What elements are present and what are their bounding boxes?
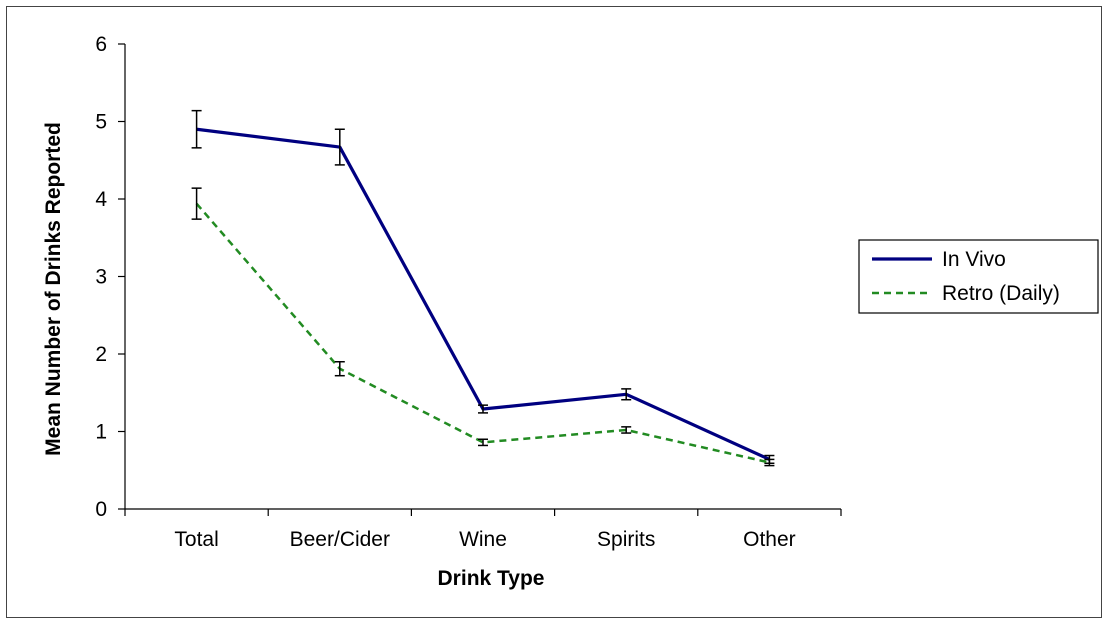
error-bar — [334, 361, 345, 377]
x-ticks: Total Beer/Cider Wine Spirits Other — [124, 509, 842, 551]
error-bar — [621, 426, 632, 434]
legend-items: In Vivo Retro (Daily) — [872, 248, 1060, 305]
y-tick-label: 0 — [95, 498, 107, 521]
x-tick-label: Beer/Cider — [290, 528, 390, 551]
x-tick-label: Spirits — [597, 528, 655, 551]
y-tick-label: 2 — [95, 343, 107, 366]
legend-box — [858, 239, 1099, 314]
x-tick-label: Total — [174, 528, 218, 551]
error-bar — [621, 388, 632, 401]
legend: In Vivo Retro (Daily) — [858, 239, 1099, 314]
legend-label-1: In Vivo — [942, 248, 1006, 271]
x-tick-label: Wine — [459, 528, 507, 551]
y-tick-label: 6 — [95, 33, 107, 56]
x-tick-label: Other — [743, 528, 796, 551]
y-tick-label: 3 — [95, 266, 107, 289]
error-bar — [478, 438, 488, 447]
legend-label-2: Retro (Daily) — [942, 282, 1060, 305]
y-tick-label: 1 — [95, 421, 107, 444]
series-line-2 — [195, 202, 770, 464]
error-bar — [191, 187, 202, 220]
error-bar — [191, 109, 202, 149]
y-tick-label: 5 — [95, 111, 107, 134]
x-axis-title: Drink Type — [438, 567, 545, 590]
y-tick-label: 4 — [95, 188, 107, 211]
y-ticks: 0 1 2 3 4 5 6 — [95, 33, 125, 521]
error-bar — [478, 404, 488, 414]
series-layer — [191, 109, 775, 467]
error-bar — [334, 128, 345, 166]
error-bar — [764, 458, 775, 467]
y-axis-title: Mean Number of Drinks Reported — [42, 122, 65, 456]
